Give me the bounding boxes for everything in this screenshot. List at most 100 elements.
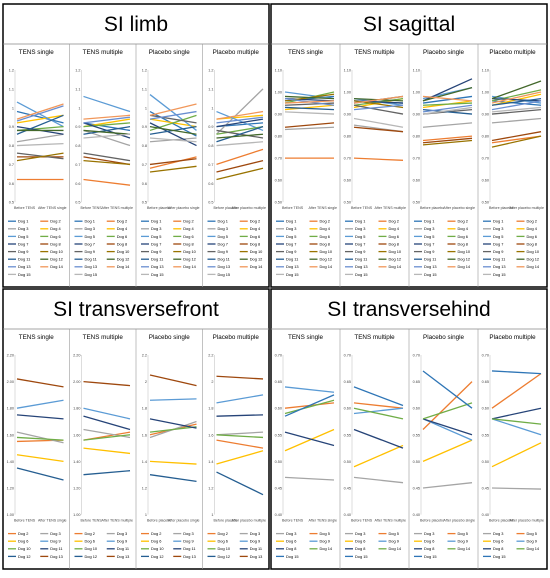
panel-title: Placebo multiple — [489, 49, 536, 56]
legend-entry: Dog 14 — [320, 546, 333, 551]
series-line — [491, 373, 542, 409]
series-line — [149, 460, 197, 465]
y-tick-label: 0.80 — [482, 135, 489, 139]
series-line — [491, 442, 542, 468]
panel-title: Placebo single — [423, 334, 464, 341]
y-tick-label: 1.4 — [208, 460, 213, 464]
series-line — [422, 86, 473, 102]
series-line — [83, 470, 131, 476]
x-tick-label: Before placebo — [420, 519, 444, 523]
series-line — [216, 148, 264, 166]
series-line — [284, 104, 335, 111]
legend-entry: Dog 11 — [151, 257, 163, 262]
legend-entry: Dog 15 — [424, 554, 437, 559]
legend-entry: Dog 13 — [151, 264, 164, 269]
series-line — [284, 97, 335, 102]
x-tick-label: After placebo single — [168, 519, 200, 523]
legend-entry: Dog 3 — [50, 531, 60, 536]
series-line — [491, 117, 542, 124]
legend-entry: Dog 10 — [85, 546, 98, 551]
y-tick-label: 2.00 — [7, 380, 14, 384]
series-line — [216, 110, 264, 120]
series-line — [216, 431, 264, 436]
series-line — [83, 415, 131, 431]
y-tick-label: 1.2 — [208, 69, 213, 73]
legend-entry: Dog 12 — [250, 257, 263, 262]
legend-entry: Dog 10 — [527, 249, 540, 254]
legend-entry: Dog 3 — [355, 531, 365, 536]
panel-title: TENS multiple — [83, 49, 124, 56]
legend-entry: Dog 3 — [355, 226, 365, 231]
legend-entry: Dog 15 — [493, 554, 506, 559]
legend-entry: Dog 9 — [18, 249, 28, 254]
x-tick-label: Before TENS — [282, 519, 304, 523]
y-tick-label: 0.40 — [413, 513, 420, 517]
series-line — [422, 104, 473, 113]
legend-entry: Dog 3 — [218, 226, 228, 231]
series-line — [83, 434, 131, 441]
y-tick-label: 1.2 — [142, 487, 147, 491]
chart-panel: TENS single 1.00 1.20 1.40 1.60 1.80 2.00 2.20 B… — [7, 334, 67, 559]
legend-entry: Dog 1 — [493, 219, 503, 224]
y-tick-label: 1 — [145, 513, 147, 517]
series-line — [149, 165, 197, 173]
y-tick-label: 0.60 — [344, 179, 351, 183]
series-line — [491, 100, 542, 111]
x-tick-label: Before placebo — [214, 519, 238, 523]
y-tick-label: 0.70 — [413, 157, 420, 161]
legend-entry: Dog 5 — [527, 531, 537, 536]
y-tick-label: 1 — [211, 513, 213, 517]
y-tick-label: 0.6 — [75, 182, 80, 186]
y-tick-label: 0.9 — [75, 125, 80, 129]
y-tick-label: 0.50 — [344, 460, 351, 464]
series-line — [149, 110, 197, 120]
panel-title: TENS single — [288, 49, 323, 56]
series-line — [16, 467, 64, 481]
series-line — [83, 447, 131, 455]
y-tick-label: 1.80 — [7, 407, 14, 411]
series-line — [149, 156, 197, 169]
legend-entry: Dog 2 — [50, 219, 60, 224]
legend-entry: Dog 8 — [183, 241, 193, 246]
series-line — [491, 80, 542, 100]
legend-entry: Dog 8 — [424, 546, 434, 551]
legend-entry: Dog 12 — [458, 257, 471, 262]
legend-entry: Dog 8 — [286, 546, 296, 551]
legend-entry: Dog 5 — [493, 234, 503, 239]
legend-entry: Dog 4 — [458, 226, 469, 231]
legend-entry: Dog 4 — [183, 226, 194, 231]
y-tick-label: 0.9 — [142, 125, 147, 129]
series-line — [216, 88, 264, 135]
legend-entry: Dog 9 — [250, 539, 260, 544]
legend-entry: Dog 13 — [183, 554, 196, 559]
legend-entry: Dog 3 — [117, 531, 127, 536]
legend-entry: Dog 13 — [218, 264, 231, 269]
y-tick-label: 1.1 — [9, 87, 14, 91]
legend-entry: Dog 11 — [18, 257, 30, 262]
series-line — [16, 414, 64, 420]
series-line — [491, 97, 542, 102]
y-tick-label: 1.10 — [482, 69, 489, 73]
y-tick-label: 1.10 — [344, 69, 351, 73]
legend-entry: Dog 14 — [250, 264, 263, 269]
x-tick-label: Before placebo — [489, 206, 513, 210]
series-line — [353, 407, 404, 420]
y-tick-label: 0.80 — [344, 135, 351, 139]
y-tick-label: 0.55 — [275, 433, 282, 437]
series-line — [216, 439, 264, 449]
series-line — [284, 386, 335, 393]
legend-entry: Dog 15 — [355, 272, 368, 277]
series-line — [149, 94, 197, 131]
series-line — [422, 95, 473, 104]
y-tick-label: 0.55 — [482, 433, 489, 437]
series-line — [216, 126, 264, 135]
series-line — [16, 101, 64, 128]
y-tick-label: 0.70 — [275, 157, 282, 161]
legend-entry: Dog 6 — [320, 234, 330, 239]
series-line — [83, 407, 131, 420]
series-line — [16, 431, 64, 444]
y-tick-label: 1 — [211, 106, 213, 110]
legend-entry: Dog 4 — [250, 226, 261, 231]
y-tick-label: 0.50 — [482, 201, 489, 205]
legend-entry: Dog 15 — [286, 272, 299, 277]
